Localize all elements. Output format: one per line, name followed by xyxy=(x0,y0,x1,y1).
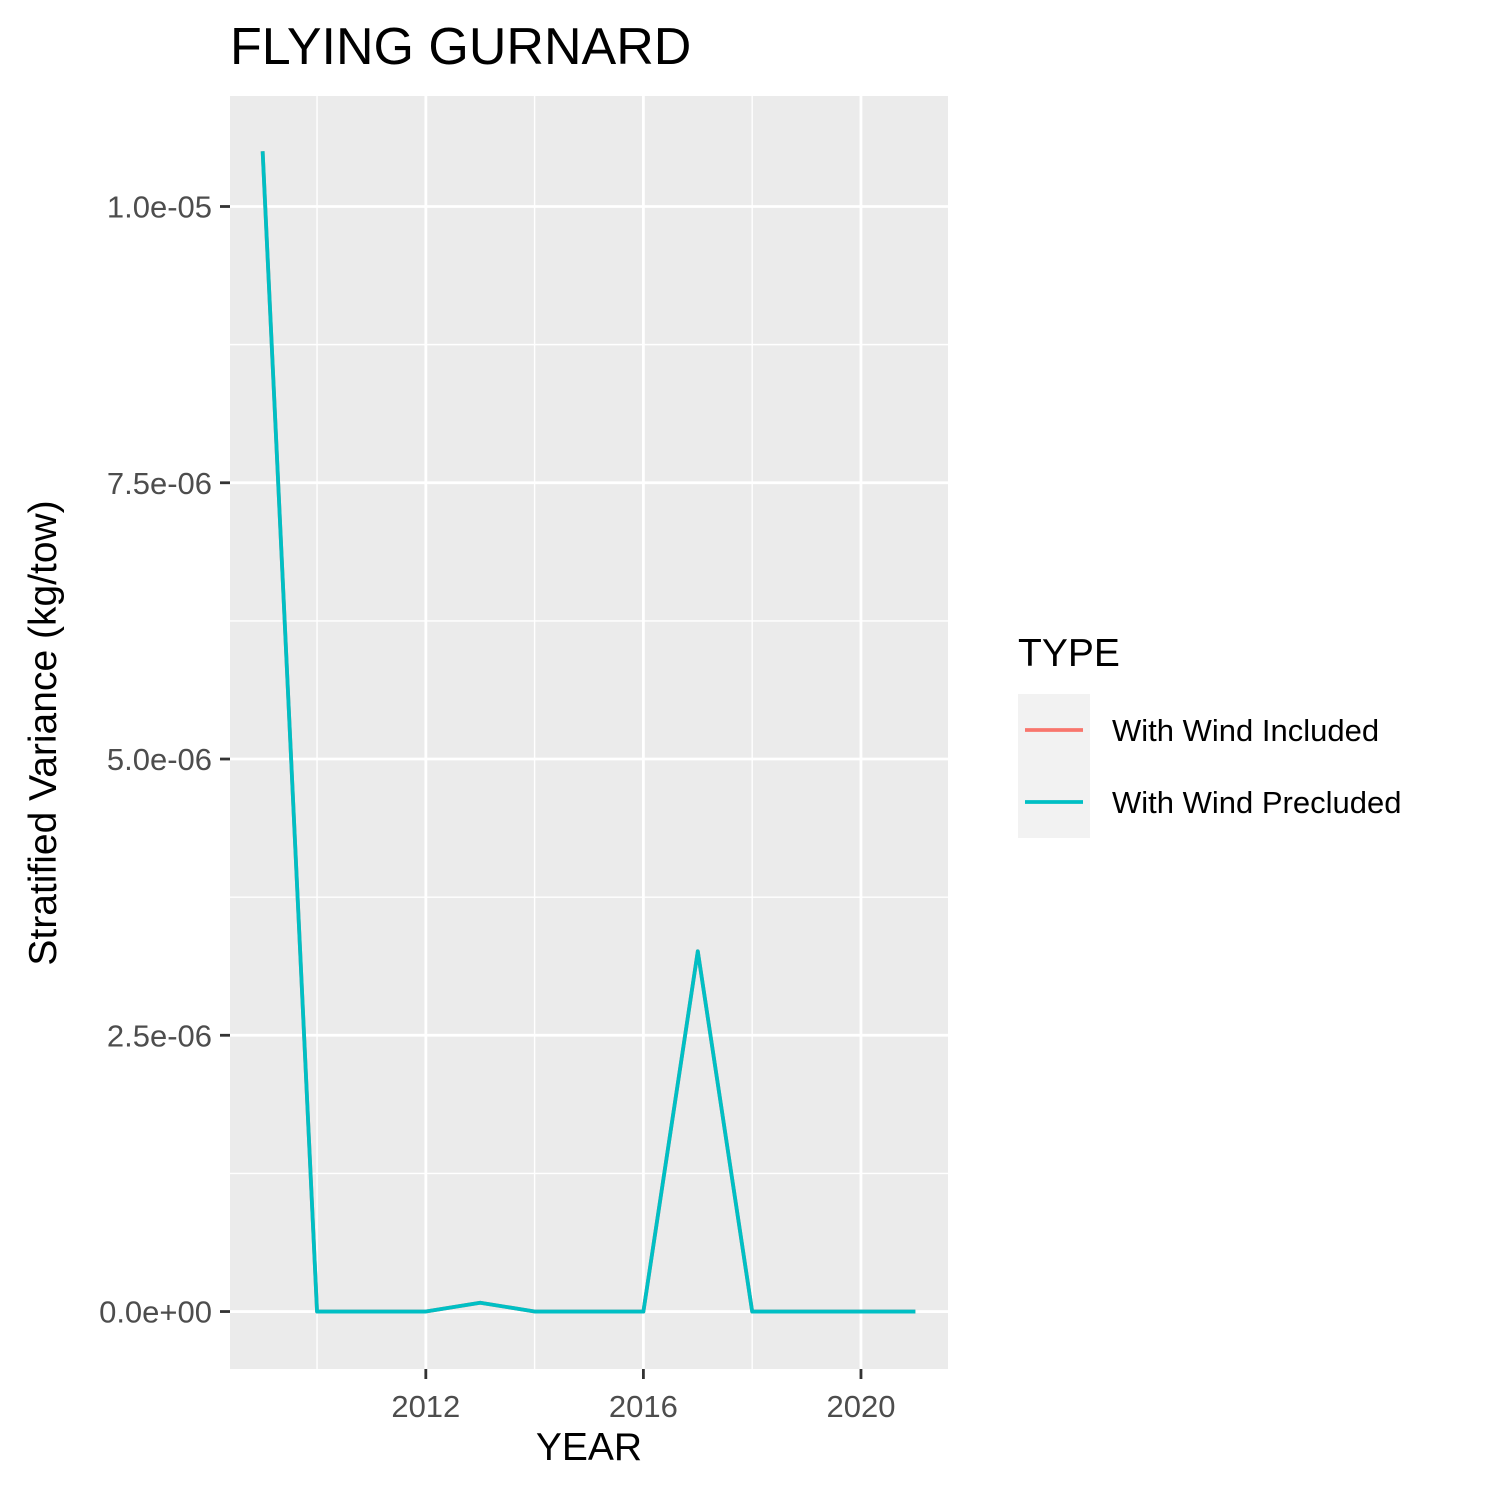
series-line-2 xyxy=(260,151,916,1314)
y-tick-label: 1.0e-05 xyxy=(107,190,212,225)
y-axis-title: Stratified Variance (kg/tow) xyxy=(22,500,65,965)
x-tick-label: 2012 xyxy=(391,1389,460,1424)
plot-panel xyxy=(230,96,948,1369)
panel-background xyxy=(230,96,948,1369)
y-tick-label: 7.5e-06 xyxy=(107,466,212,501)
chart-title: FLYING GURNARD xyxy=(230,18,691,76)
legend: TYPE With Wind Included With Wind Preclud… xyxy=(1018,632,1401,838)
y-tick-label: 5.0e-06 xyxy=(107,742,212,777)
legend-label-2: With Wind Precluded xyxy=(1112,785,1401,820)
y-tick-label: 0.0e+00 xyxy=(99,1295,212,1330)
y-tick-label: 2.5e-06 xyxy=(107,1018,212,1053)
axes: 0.0e+00 2.5e-06 5.0e-06 7.5e-06 1.0e-05 2012 2… xyxy=(99,190,895,1424)
series-lines xyxy=(260,151,916,1314)
legend-title: TYPE xyxy=(1018,632,1120,675)
x-axis-title: YEAR xyxy=(536,1426,642,1469)
legend-key-background xyxy=(1018,694,1090,838)
legend-label-1: With Wind Included xyxy=(1112,713,1379,748)
x-tick-label: 2020 xyxy=(826,1389,895,1424)
x-tick-label: 2016 xyxy=(609,1389,678,1424)
